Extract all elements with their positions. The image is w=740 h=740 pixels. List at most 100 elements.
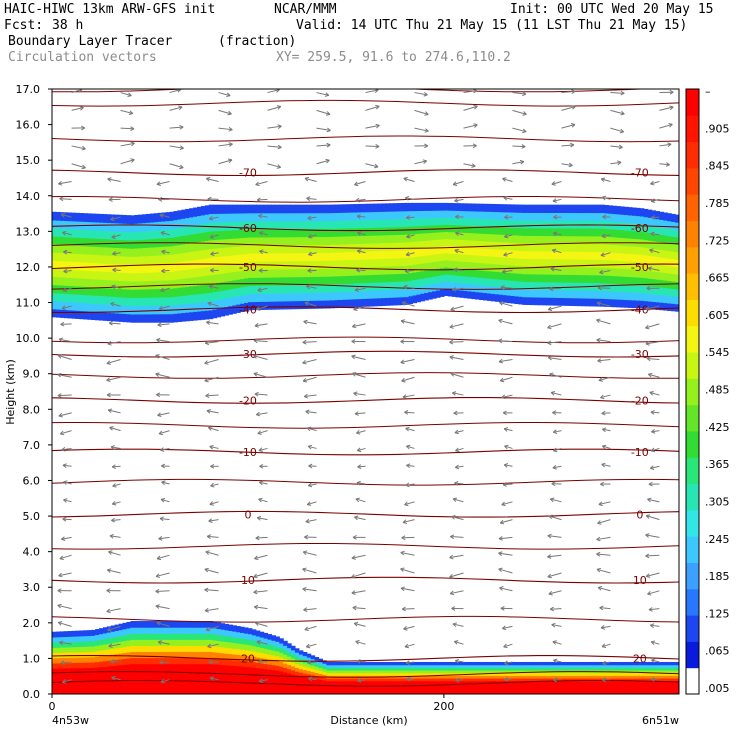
tracer-cell bbox=[628, 664, 633, 668]
tracer-cell bbox=[157, 675, 163, 683]
tracer-cell bbox=[369, 667, 374, 671]
tracer-cell bbox=[345, 212, 351, 221]
tracer-cell bbox=[216, 676, 222, 683]
tracer-cell bbox=[232, 296, 237, 306]
tracer-cell bbox=[588, 204, 594, 214]
tracer-cell bbox=[134, 639, 139, 646]
tracer-cell bbox=[514, 683, 519, 687]
wind-vector bbox=[158, 536, 170, 540]
wind-vector bbox=[357, 679, 366, 682]
tracer-cell bbox=[240, 204, 245, 214]
wind-vector-head bbox=[570, 123, 576, 128]
wind-vector-head bbox=[473, 104, 478, 110]
tracer-cell bbox=[635, 669, 641, 674]
tracer-cell bbox=[451, 672, 457, 676]
tracer-cell bbox=[99, 633, 104, 640]
tracer-cell bbox=[631, 680, 637, 684]
tracer-cell bbox=[63, 252, 69, 262]
tracer-cell bbox=[247, 644, 253, 651]
tracer-cell bbox=[631, 222, 637, 232]
tracer-cell bbox=[581, 243, 586, 252]
tracer-cell bbox=[169, 687, 175, 694]
tracer-cell bbox=[369, 685, 374, 690]
tracer-cell bbox=[655, 675, 661, 679]
tracer-cell bbox=[87, 245, 92, 255]
tracer-cell bbox=[302, 690, 308, 694]
tracer-cell bbox=[635, 223, 641, 232]
tracer-cell bbox=[659, 249, 664, 258]
tracer-cell bbox=[584, 667, 590, 671]
tracer-cell bbox=[318, 676, 323, 680]
tracer-cell bbox=[651, 210, 657, 219]
tracer-cell bbox=[138, 255, 143, 265]
tracer-cell bbox=[79, 667, 84, 674]
tracer-cell bbox=[381, 219, 386, 228]
tracer-cell bbox=[91, 635, 96, 642]
tracer-cell bbox=[530, 667, 535, 671]
tracer-cell bbox=[553, 675, 559, 679]
tracer-cell bbox=[373, 672, 378, 676]
tracer-cell bbox=[581, 212, 586, 221]
tracer-cell bbox=[581, 680, 586, 684]
tracer-cell bbox=[275, 646, 280, 652]
tracer-cell bbox=[153, 681, 159, 689]
wind-vector bbox=[550, 498, 562, 503]
tracer-cell bbox=[443, 281, 449, 289]
tracer-cell bbox=[467, 675, 472, 679]
wind-vector-head bbox=[651, 429, 656, 434]
tracer-cell bbox=[620, 283, 625, 293]
tracer-cell bbox=[59, 631, 65, 638]
tracer-cell bbox=[255, 285, 261, 294]
wind-vector-head bbox=[276, 164, 282, 169]
tracer-cell bbox=[443, 661, 449, 666]
tracer-cell bbox=[353, 235, 359, 245]
tracer-cell bbox=[639, 683, 645, 687]
tracer-cell bbox=[334, 220, 339, 229]
tracer-cell bbox=[573, 235, 578, 245]
tracer-cell bbox=[565, 251, 570, 260]
wind-vector-head bbox=[473, 123, 478, 128]
tracer-cell bbox=[671, 675, 676, 679]
wind-vector bbox=[561, 123, 576, 129]
wind-vector bbox=[414, 160, 427, 165]
tracer-cell bbox=[157, 313, 163, 323]
tracer-cell bbox=[400, 685, 406, 690]
tracer-cell bbox=[102, 666, 108, 673]
tracer-cell bbox=[200, 232, 206, 242]
tracer-cell bbox=[537, 289, 543, 298]
wind-vector-head bbox=[471, 163, 476, 168]
tracer-cell bbox=[628, 245, 633, 254]
tracer-cell bbox=[518, 258, 523, 267]
tracer-cell bbox=[126, 675, 131, 683]
tracer-cell bbox=[165, 663, 171, 671]
tracer-cell bbox=[232, 288, 237, 298]
tracer-cell bbox=[122, 688, 128, 694]
wind-vector bbox=[503, 464, 513, 467]
wind-vector-head bbox=[449, 339, 454, 345]
tracer-cell bbox=[624, 237, 629, 246]
wind-vector-head bbox=[253, 338, 258, 344]
tracer-cell bbox=[165, 245, 171, 256]
tracer-cell bbox=[400, 288, 406, 298]
tracer-cell bbox=[639, 277, 645, 286]
tracer-cell bbox=[530, 258, 535, 267]
wind-vector-head bbox=[502, 177, 507, 182]
tracer-cell bbox=[59, 260, 65, 270]
tracer-cell bbox=[385, 242, 390, 251]
tracer-cell bbox=[189, 645, 194, 653]
tracer-cell bbox=[557, 661, 563, 666]
wind-vector-head bbox=[498, 358, 503, 364]
tracer-cell bbox=[647, 675, 653, 679]
wind-vector-head bbox=[552, 464, 557, 470]
tracer-cell bbox=[451, 231, 457, 240]
wind-vector-head bbox=[451, 391, 457, 396]
wind-vector-head bbox=[108, 320, 113, 326]
wind-vector bbox=[646, 572, 660, 577]
tracer-cell bbox=[247, 655, 253, 662]
tracer-cell bbox=[345, 204, 351, 213]
tracer-cell bbox=[302, 652, 308, 657]
tracer-cell bbox=[459, 224, 465, 233]
wind-vector-head bbox=[204, 567, 209, 573]
tracer-cell bbox=[451, 274, 457, 283]
tracer-cell bbox=[439, 677, 445, 682]
